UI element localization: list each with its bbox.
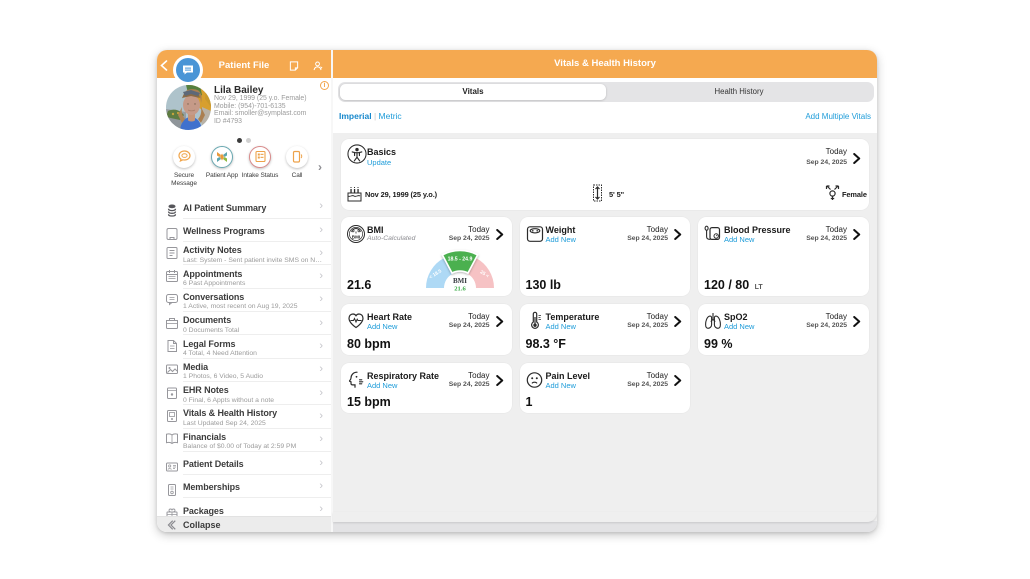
svg-text:18.5 - 24.9: 18.5 - 24.9 (448, 256, 473, 262)
svg-text:25 <: 25 < (479, 269, 490, 279)
svg-text:BMI: BMI (453, 277, 467, 285)
svg-text:21.6: 21.6 (454, 285, 466, 292)
svg-text:BMI: BMI (352, 235, 360, 240)
